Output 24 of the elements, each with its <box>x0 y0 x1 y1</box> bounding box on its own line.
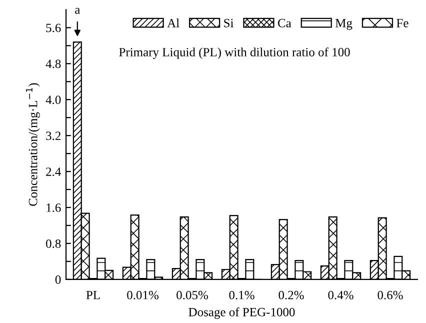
y-tick-label: 5.6 <box>46 24 61 32</box>
y-tick-label: 0 <box>55 275 61 284</box>
legend-label: Fe <box>396 19 408 28</box>
legend-label: Ca <box>278 18 292 28</box>
y-axis-title: Concentration/(mg·L$^{−1}$) <box>26 83 40 206</box>
annotation: a <box>75 8 80 14</box>
y-tick-label: 4.8 <box>46 60 61 68</box>
x-tick-label: 0.1% <box>229 290 254 300</box>
x-tick-label: 0.01% <box>127 290 158 300</box>
y-tick-label: 1.6 <box>46 204 61 212</box>
x-tick-label: 0.6% <box>378 290 403 300</box>
y-tick-label: 2.4 <box>46 168 61 176</box>
legend-label: Al <box>167 18 180 28</box>
legend-label: Mg <box>335 19 352 30</box>
x-axis-title: Dosage of PEG-1000 <box>188 307 295 319</box>
x-tick-label: 0.4% <box>328 290 354 300</box>
y-tick-label: 0.8 <box>46 239 61 248</box>
legend-label: Si <box>224 18 234 28</box>
annotation: Primary Liquid (PL) with dilution ratio of 100 <box>119 47 350 59</box>
x-tick-label: PL <box>86 290 100 300</box>
x-tick-label: 0.2% <box>278 290 304 300</box>
y-tick-label: 3.2 <box>46 132 60 140</box>
y-tick-label: 4.0 <box>46 96 61 104</box>
x-tick-label: 0.05% <box>176 290 208 300</box>
